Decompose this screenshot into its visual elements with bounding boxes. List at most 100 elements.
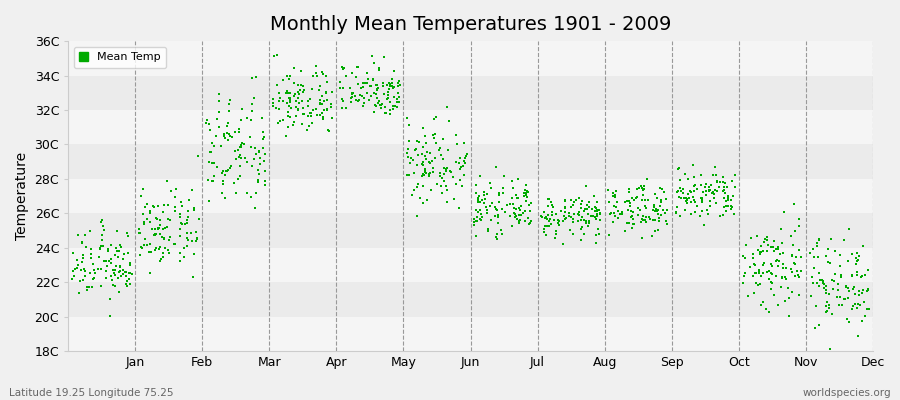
Point bbox=[860, 288, 874, 294]
Point bbox=[116, 256, 130, 262]
Point bbox=[443, 168, 457, 174]
Point bbox=[778, 276, 793, 283]
Point bbox=[847, 284, 861, 290]
Point bbox=[289, 98, 303, 105]
Point bbox=[546, 204, 561, 210]
Point bbox=[460, 151, 474, 158]
Point bbox=[646, 203, 661, 210]
Point bbox=[357, 100, 372, 107]
Point bbox=[842, 288, 857, 295]
Y-axis label: Temperature: Temperature bbox=[15, 152, 29, 240]
Point bbox=[244, 116, 258, 123]
Point bbox=[655, 207, 670, 214]
Point bbox=[206, 178, 220, 184]
Point bbox=[507, 210, 521, 216]
Point bbox=[697, 221, 711, 228]
Point bbox=[480, 210, 494, 216]
Point bbox=[518, 187, 532, 193]
Point bbox=[812, 356, 826, 362]
Point bbox=[629, 185, 643, 192]
Point bbox=[684, 199, 698, 205]
Point bbox=[160, 178, 175, 184]
Point bbox=[113, 273, 128, 279]
Point bbox=[566, 218, 580, 225]
Point bbox=[143, 240, 157, 247]
Point bbox=[700, 207, 715, 213]
Point bbox=[788, 254, 803, 260]
Point bbox=[216, 178, 230, 184]
Point bbox=[511, 175, 526, 182]
Point bbox=[217, 131, 231, 138]
Point bbox=[469, 182, 483, 188]
Point bbox=[391, 90, 405, 96]
Point bbox=[846, 302, 860, 309]
Point bbox=[457, 155, 472, 161]
Point bbox=[679, 198, 693, 204]
Point bbox=[288, 91, 302, 98]
Point bbox=[234, 142, 248, 148]
Point bbox=[457, 159, 472, 166]
Point bbox=[416, 125, 430, 131]
Point bbox=[147, 204, 161, 210]
Point bbox=[825, 286, 840, 292]
Point bbox=[590, 199, 604, 206]
Point bbox=[122, 262, 137, 268]
Point bbox=[383, 81, 398, 88]
Point bbox=[540, 216, 554, 223]
Point bbox=[453, 176, 467, 183]
Point bbox=[748, 262, 762, 268]
Point bbox=[416, 171, 430, 178]
Point bbox=[282, 95, 296, 101]
Point bbox=[312, 101, 327, 108]
Point bbox=[316, 71, 330, 77]
Point bbox=[831, 281, 845, 288]
Bar bbox=[68, 213, 873, 248]
Point bbox=[756, 248, 770, 254]
Point bbox=[370, 86, 384, 92]
Point bbox=[742, 293, 756, 300]
Point bbox=[200, 116, 214, 123]
Point bbox=[639, 214, 653, 221]
Point bbox=[844, 251, 859, 257]
Point bbox=[611, 208, 625, 214]
Point bbox=[825, 311, 840, 318]
Point bbox=[112, 242, 127, 248]
Point bbox=[609, 203, 624, 210]
Point bbox=[304, 113, 319, 119]
Point bbox=[346, 90, 360, 96]
Point bbox=[447, 196, 462, 202]
Point bbox=[477, 200, 491, 206]
Point bbox=[449, 132, 464, 138]
Point bbox=[793, 268, 807, 274]
Point bbox=[207, 173, 221, 180]
Point bbox=[79, 243, 94, 250]
Point bbox=[418, 165, 432, 172]
Point bbox=[637, 203, 652, 209]
Point bbox=[513, 207, 527, 213]
Point bbox=[220, 167, 235, 174]
Point bbox=[634, 182, 648, 189]
Point bbox=[411, 181, 426, 187]
Point bbox=[218, 195, 232, 202]
Point bbox=[337, 64, 351, 71]
Point bbox=[713, 178, 727, 185]
Point bbox=[333, 84, 347, 91]
Point bbox=[365, 76, 380, 83]
Point bbox=[716, 174, 731, 180]
Point bbox=[390, 104, 404, 110]
Point bbox=[687, 196, 701, 203]
Point bbox=[593, 217, 608, 224]
Point bbox=[203, 149, 218, 155]
Point bbox=[672, 213, 687, 219]
Point bbox=[698, 188, 713, 194]
Point bbox=[860, 267, 875, 274]
Point bbox=[104, 242, 119, 248]
Point bbox=[248, 151, 263, 158]
Point bbox=[122, 270, 137, 276]
Point bbox=[606, 219, 620, 226]
Point bbox=[785, 252, 799, 259]
Point bbox=[363, 83, 377, 89]
Point bbox=[756, 262, 770, 268]
Point bbox=[112, 268, 127, 274]
Point bbox=[148, 230, 163, 237]
